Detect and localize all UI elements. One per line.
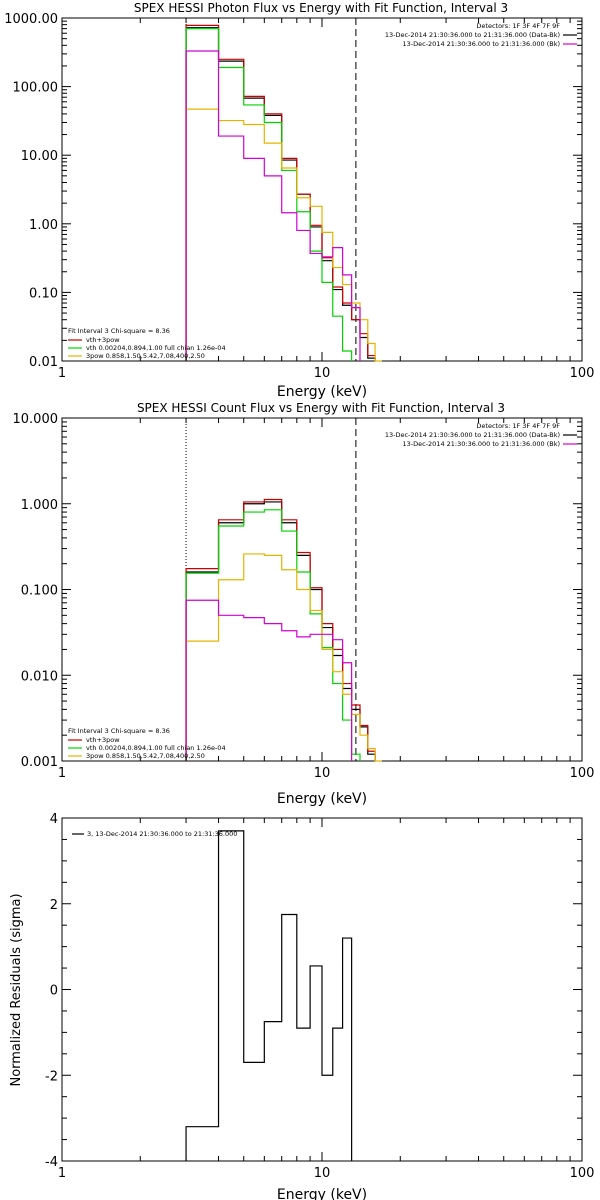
photon-flux-x-axis-label: Energy (keV) xyxy=(277,384,367,400)
y-tick-label: 1.00 xyxy=(29,218,58,233)
count-flux-series xyxy=(185,498,382,762)
count-flux-x-axis-label: Energy (keV) xyxy=(277,791,367,807)
residuals-x-axis-label: Energy (keV) xyxy=(277,1187,367,1200)
residuals-series xyxy=(185,830,353,1161)
photon-flux-fit-legend: Fit Interval 3 Chi-square = 8.36 vth+3po… xyxy=(68,327,226,360)
photon-flux-panel: SPEX HESSI Photon Flux vs Energy with Fi… xyxy=(4,1,594,400)
count-flux-legend-entry-bk: 13-Dec-2014 21:30:36.000 to 21:31:36.000… xyxy=(403,440,561,448)
count-flux-legend-entry-data: 13-Dec-2014 21:30:36.000 to 21:31:36.000… xyxy=(385,431,560,439)
residuals-legend-entry: 3, 13-Dec-2014 21:30:36.000 to 21:31:36.… xyxy=(87,830,237,838)
y-tick-label: 2 xyxy=(50,898,58,913)
series-bk-line xyxy=(185,50,361,361)
photon-flux-x-ticks: 1 10 100 xyxy=(58,18,595,381)
y-tick-label: -2 xyxy=(45,1069,58,1084)
photon-flux-fit-entry-3pow: 3pow 0.858,1.50,5.42,7.08,400,2.50 xyxy=(86,352,205,360)
photon-flux-fit-entry-vth: vth 0.00204,0.894,1.00 full chian 1.26e-… xyxy=(86,344,226,352)
series-bk-line xyxy=(185,599,353,761)
x-tick-label: 10 xyxy=(314,766,331,781)
y-tick-label: 10.000 xyxy=(13,412,59,427)
x-tick-label: 1 xyxy=(58,366,66,381)
residuals-panel: 1 10 100 -4 -2 0 2 4 Energy (keV) Normalized R… xyxy=(9,812,594,1200)
count-flux-title: SPEX HESSI Count Flux vs Energy with Fit… xyxy=(137,401,505,415)
y-tick-label: 1.000 xyxy=(21,498,58,513)
series-3pow-line xyxy=(185,108,382,362)
count-flux-legend-header: Detectors: 1F 3F 4F 7F 9F xyxy=(476,422,560,430)
count-flux-legend: Detectors: 1F 3F 4F 7F 9F 13-Dec-2014 21… xyxy=(385,422,577,448)
count-flux-fit-entry-3pow: 3pow 0.858,1.50,5.42,7.08,400,2.50 xyxy=(86,752,205,760)
photon-flux-fit-entry-total: vth+3pow xyxy=(86,336,120,344)
x-tick-label: 100 xyxy=(570,366,595,381)
y-tick-label: 4 xyxy=(50,812,58,827)
count-flux-fit-entry-vth: vth 0.00204,0.894,1.00 full chian 1.26e-… xyxy=(86,744,226,752)
count-flux-fit-legend: Fit Interval 3 Chi-square = 8.36 vth+3po… xyxy=(68,727,226,760)
photon-flux-y-ticks: 0.01 0.10 1.00 10.00 100.00 1000.00 xyxy=(4,12,582,370)
photon-flux-title: SPEX HESSI Photon Flux vs Energy with Fi… xyxy=(134,1,508,15)
residuals-legend: 3, 13-Dec-2014 21:30:36.000 to 21:31:36.… xyxy=(72,830,237,838)
y-tick-label: 0.100 xyxy=(21,584,58,599)
y-tick-label: 0 xyxy=(50,984,58,999)
photon-flux-legend-entry-data: 13-Dec-2014 21:30:36.000 to 21:31:36.000… xyxy=(385,31,560,39)
y-tick-label: 10.00 xyxy=(21,149,58,164)
x-tick-label: 10 xyxy=(314,1166,331,1181)
series-vth-line xyxy=(185,509,361,761)
photon-flux-fit-header: Fit Interval 3 Chi-square = 8.36 xyxy=(68,327,170,335)
count-flux-x-ticks: 1 10 100 xyxy=(58,418,595,781)
y-tick-label: 0.010 xyxy=(21,669,58,684)
y-tick-label: 100.00 xyxy=(13,81,59,96)
residuals-x-ticks: 1 10 100 xyxy=(58,818,595,1181)
x-tick-label: 1 xyxy=(58,766,66,781)
series-series-line xyxy=(185,830,353,1161)
y-tick-label: 1000.00 xyxy=(4,12,58,27)
x-tick-label: 100 xyxy=(570,766,595,781)
residuals-y-ticks: -4 -2 0 2 4 xyxy=(45,812,582,1170)
x-tick-label: 100 xyxy=(570,1166,595,1181)
y-tick-label: -4 xyxy=(45,1155,58,1170)
photon-flux-legend-header: Detectors: 1F 3F 4F 7F 9F xyxy=(476,22,560,30)
count-flux-fit-header: Fit Interval 3 Chi-square = 8.36 xyxy=(68,727,170,735)
count-flux-panel: SPEX HESSI Count Flux vs Energy with Fit… xyxy=(13,401,595,807)
series-3pow-line xyxy=(185,553,382,762)
residuals-y-axis-label: Normalized Residuals (sigma) xyxy=(9,893,24,1086)
x-tick-label: 10 xyxy=(314,366,331,381)
y-tick-label: 0.01 xyxy=(29,355,58,370)
y-tick-label: 0.001 xyxy=(21,755,58,770)
y-tick-label: 0.10 xyxy=(29,286,58,301)
count-flux-fit-entry-total: vth+3pow xyxy=(86,736,120,744)
photon-flux-legend-entry-bk: 13-Dec-2014 21:30:36.000 to 21:31:36.000… xyxy=(403,40,561,48)
photon-flux-legend: Detectors: 1F 3F 4F 7F 9F 13-Dec-2014 21… xyxy=(385,22,577,48)
photon-flux-series xyxy=(185,24,382,362)
count-flux-y-ticks: 0.001 0.010 0.100 1.000 10.000 xyxy=(13,412,582,770)
x-tick-label: 1 xyxy=(58,1166,66,1181)
